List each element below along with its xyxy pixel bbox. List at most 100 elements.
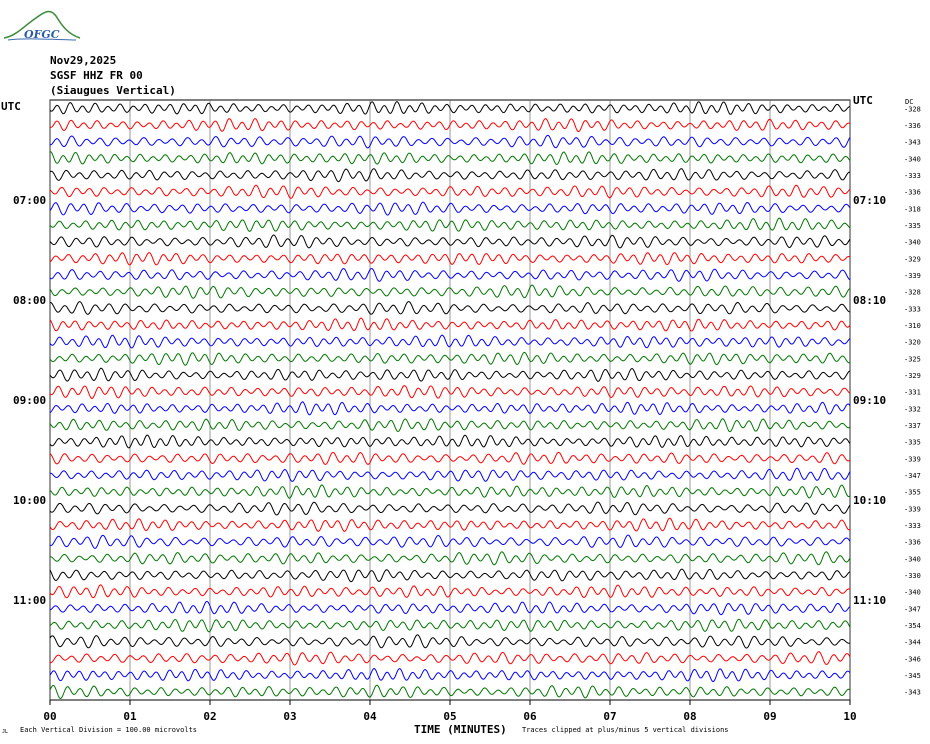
- x-tick-label: 03: [283, 710, 296, 723]
- seismic-trace: [49, 184, 851, 199]
- dc-offset-label: -354: [904, 622, 921, 630]
- seismic-trace: [49, 501, 851, 516]
- seismic-trace: [49, 484, 851, 499]
- x-tick-label: 04: [363, 710, 377, 723]
- left-hour-label: 10:00: [13, 494, 46, 507]
- seismic-trace: [49, 418, 851, 433]
- dc-offset-label: -343: [904, 689, 921, 697]
- dc-offset-label: -337: [904, 422, 921, 430]
- ofgc-logo: OFGC: [2, 4, 82, 44]
- dc-offset-label: -331: [904, 389, 921, 397]
- seismic-trace: [49, 600, 851, 616]
- dc-offset-label: -336: [904, 539, 921, 547]
- seismic-trace: [49, 234, 851, 249]
- left-hour-label: 09:00: [13, 394, 46, 407]
- dc-offset-label: -340: [904, 155, 921, 163]
- dc-offset-label: -333: [904, 305, 921, 313]
- clip-note: Traces clipped at plus/minus 5 vertical …: [522, 726, 729, 734]
- dc-offset-label: -355: [904, 489, 921, 497]
- logo-text: OFGC: [24, 28, 60, 41]
- seismic-trace: [49, 401, 851, 416]
- x-tick-label: 00: [43, 710, 56, 723]
- x-tick-label: 09: [763, 710, 776, 723]
- dc-offset-label: -343: [904, 139, 921, 147]
- seismic-trace: [49, 351, 851, 366]
- seismic-trace: [49, 118, 851, 132]
- seismic-trace: [49, 367, 851, 382]
- dc-header: DC: [905, 98, 914, 106]
- dc-offset-label: -339: [904, 505, 921, 513]
- dc-offset-label: -325: [904, 355, 921, 363]
- seismic-trace: [49, 317, 851, 332]
- corner-mark: JL: [2, 729, 9, 735]
- left-hour-label: 11:00: [13, 594, 46, 607]
- dc-offset-label: -340: [904, 239, 921, 247]
- dc-offset-label: -328: [904, 289, 921, 297]
- seismic-trace: [49, 667, 851, 683]
- dc-offset-label: -345: [904, 672, 921, 680]
- right-hour-label: 09:10: [853, 394, 886, 407]
- dc-offset-label: -329: [904, 255, 921, 263]
- seismic-trace: [49, 517, 851, 532]
- dc-offset-label: -320: [904, 339, 921, 347]
- right-hour-label: 10:10: [853, 494, 886, 507]
- dc-offset-label: -329: [904, 372, 921, 380]
- seismic-trace: [49, 151, 851, 166]
- dc-offset-label: -336: [904, 189, 921, 197]
- dc-offset-label: -344: [904, 639, 921, 647]
- dc-offset-label: -335: [904, 222, 921, 230]
- x-tick-label: 07: [603, 710, 616, 723]
- seismic-trace: [49, 268, 851, 282]
- left-utc-label: UTC: [1, 100, 21, 113]
- seismic-trace: [49, 684, 851, 699]
- header-location: (Siaugues Vertical): [50, 84, 176, 97]
- right-hour-label: UTC: [853, 94, 873, 107]
- dc-offset-label: -347: [904, 605, 921, 613]
- seismic-trace: [49, 300, 851, 315]
- seismic-trace: [49, 168, 851, 183]
- seismic-trace: [49, 385, 851, 400]
- right-hour-label: 08:10: [853, 294, 886, 307]
- x-tick-label: 10: [843, 710, 856, 723]
- x-axis-label: TIME (MINUTES): [414, 723, 507, 736]
- dc-offset-label: -332: [904, 405, 921, 413]
- seismic-trace: [49, 201, 851, 216]
- header-date: Nov29,2025: [50, 54, 117, 67]
- left-hour-label: 08:00: [13, 294, 46, 307]
- seismic-trace: [49, 534, 851, 549]
- seismic-trace: [49, 252, 851, 266]
- dc-offset-label: -340: [904, 555, 921, 563]
- dc-offset-label: -333: [904, 172, 921, 180]
- x-tick-label: 01: [123, 710, 137, 723]
- logo-mountain-icon: [3, 10, 81, 41]
- seismic-trace: [49, 584, 851, 599]
- seismic-trace: [49, 217, 851, 232]
- dc-offset-label: -333: [904, 522, 921, 530]
- x-tick-label: 06: [523, 710, 537, 723]
- dc-offset-label: -330: [904, 572, 921, 580]
- dc-offset-label: -340: [904, 589, 921, 597]
- x-tick-label: 08: [683, 710, 696, 723]
- seismic-trace: [49, 618, 851, 633]
- seismic-trace: [49, 434, 851, 449]
- seismic-trace: [49, 467, 851, 482]
- seismic-trace: [49, 634, 851, 649]
- dc-offset-label: -328: [904, 105, 921, 113]
- seismic-trace: [49, 551, 851, 566]
- header-station: SGSF HHZ FR 00: [50, 69, 143, 82]
- dc-offset-label: -318: [904, 205, 921, 213]
- seismic-trace: [49, 101, 851, 115]
- dc-offset-label: -310: [904, 322, 921, 330]
- seismic-trace: [49, 284, 851, 299]
- seismic-trace: [49, 134, 851, 149]
- right-hour-label: 11:10: [853, 594, 886, 607]
- dc-offset-label: -336: [904, 122, 921, 130]
- x-tick-label: 02: [203, 710, 216, 723]
- x-tick-label: 05: [443, 710, 456, 723]
- dc-offset-label: -346: [904, 655, 921, 663]
- seismic-trace: [49, 334, 851, 349]
- left-hour-label: 07:00: [13, 194, 46, 207]
- right-hour-label: 07:10: [853, 194, 886, 207]
- seismic-trace: [49, 651, 851, 666]
